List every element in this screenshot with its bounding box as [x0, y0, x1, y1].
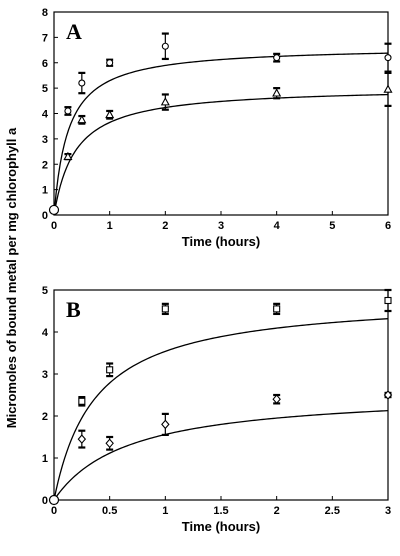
- a-y-tick-label: 7: [42, 32, 48, 44]
- a-x-axis-label: Time (hours): [182, 234, 261, 249]
- a-x-tick-label: 4: [274, 220, 281, 232]
- a-point-triangle: [63, 151, 73, 160]
- a-y-tick-label: 6: [42, 58, 48, 70]
- b-point-square: [78, 397, 86, 405]
- a-point-circle: [64, 107, 72, 115]
- b-x-tick-label: 1.5: [213, 505, 228, 517]
- a-y-tick-label: 1: [42, 185, 48, 197]
- b-x-tick-label: 2.5: [325, 505, 340, 517]
- a-x-tick-label: 1: [107, 220, 113, 232]
- a-y-tick-label: 5: [42, 83, 48, 95]
- shared-y-axis-label: Micromoles of bound metal per mg chlorop…: [4, 127, 19, 428]
- a-point-circle: [384, 54, 392, 62]
- b-fit-curve-2: [53, 410, 389, 501]
- b-x-tick-label: 2: [274, 505, 280, 517]
- a-point-triangle: [383, 84, 393, 93]
- a-point-triangle: [160, 97, 170, 106]
- b-panel-letter: B: [66, 297, 81, 322]
- b-point-square: [106, 366, 114, 374]
- b-point-diamond: [272, 394, 281, 405]
- a-y-tick-label: 2: [42, 159, 48, 171]
- b-point-diamond: [77, 434, 87, 444]
- b-x-tick-label: 1: [162, 505, 168, 517]
- a-y-tick-label: 8: [42, 7, 48, 19]
- b-x-axis-label: Time (hours): [182, 519, 261, 534]
- b-x-tick-label: 0: [51, 505, 57, 517]
- b-fit-curve-1: [53, 318, 389, 501]
- a-x-tick-label: 3: [218, 220, 224, 232]
- a-point-triangle: [105, 109, 115, 119]
- panel-a-chart: A 0 1 2 3 4 5 6 0 1 2 3 4 5 6 7 8 Time (hours): [42, 7, 393, 249]
- b-point-square: [161, 305, 169, 313]
- b-point-square: [273, 305, 281, 313]
- a-x-tick-label: 0: [51, 220, 57, 232]
- a-x-tick-label: 2: [162, 220, 168, 232]
- b-x-tick-label: 0.5: [102, 505, 117, 517]
- panel-b-chart: B 0 0.5 1 1.5 2 2.5 3 0 1 2 3 4 5 Time (hours): [42, 285, 393, 534]
- b-point-diamond: [105, 438, 114, 449]
- a-panel-letter: A: [66, 19, 82, 44]
- b-y-tick-label: 3: [42, 369, 48, 381]
- a-y-tick-label: 4: [42, 109, 49, 121]
- a-y-tick-label: 3: [42, 134, 48, 146]
- b-y-tick-label: 4: [42, 327, 49, 339]
- a-point-origin: [48, 204, 60, 216]
- b-y-tick-label: 0: [42, 495, 48, 507]
- a-point-circle: [78, 79, 86, 87]
- b-y-tick-label: 5: [42, 285, 48, 297]
- b-point-origin: [48, 494, 60, 506]
- a-fit-curve-1: [53, 52, 389, 216]
- a-point-circle: [273, 54, 281, 62]
- b-x-tick-label: 3: [385, 505, 391, 517]
- a-point-circle: [106, 59, 114, 67]
- a-plot-frame: [53, 11, 389, 216]
- a-x-tick-label: 6: [385, 220, 391, 232]
- a-x-tick-label: 5: [329, 220, 335, 232]
- a-point-circle: [161, 42, 169, 50]
- b-point-square: [384, 296, 392, 305]
- b-point-diamond: [383, 390, 393, 400]
- a-point-triangle: [77, 114, 87, 124]
- b-y-tick-label: 1: [42, 453, 48, 465]
- a-y-tick-label: 0: [42, 210, 48, 222]
- a-fit-curve-2: [53, 93, 389, 216]
- b-point-diamond: [161, 419, 170, 430]
- a-point-triangle: [272, 88, 282, 97]
- b-y-tick-label: 2: [42, 411, 48, 423]
